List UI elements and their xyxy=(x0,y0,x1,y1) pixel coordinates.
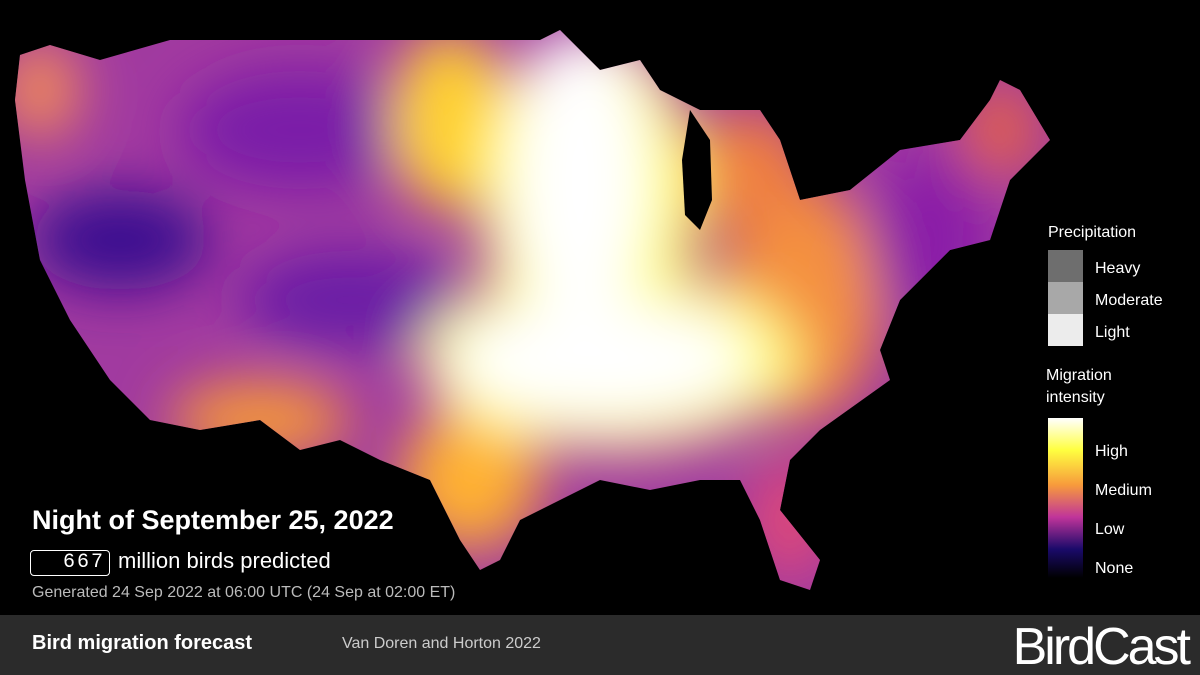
legend-level: Moderate xyxy=(1095,292,1163,309)
count-label: million birds predicted xyxy=(118,548,331,573)
swatch-heavy xyxy=(1048,250,1083,282)
footer: Bird migration forecast Van Doren and Ho… xyxy=(0,615,1200,675)
title: Night of September 25, 2022 xyxy=(32,505,394,535)
swatch-moderate xyxy=(1048,282,1083,314)
legend-level: Heavy xyxy=(1095,260,1140,277)
generated-note: Generated 24 Sep 2022 at 06:00 UTC (24 S… xyxy=(32,584,456,601)
credit: Van Doren and Horton 2022 xyxy=(342,635,541,652)
swatch-light xyxy=(1048,314,1083,346)
migration-legend: Migration intensity High Medium Low None xyxy=(1046,367,1152,578)
legend-level: High xyxy=(1095,443,1128,460)
footer-title: Bird migration forecast xyxy=(32,632,253,654)
intensity-scale xyxy=(1048,418,1083,578)
precipitation-legend: Precipitation Heavy Moderate Light xyxy=(1048,224,1163,346)
legend-level: Medium xyxy=(1095,482,1152,499)
legend-title: Precipitation xyxy=(1048,224,1136,241)
bird-count: 667 xyxy=(30,550,110,576)
legend-title: Migration intensity xyxy=(1046,367,1112,406)
map: Precipitation Heavy Moderate Light Migra… xyxy=(15,30,1163,590)
legend-level: Light xyxy=(1095,324,1130,341)
legend-level: Low xyxy=(1095,521,1125,538)
legend-level: None xyxy=(1095,560,1133,577)
logo: BirdCast xyxy=(1012,618,1191,675)
